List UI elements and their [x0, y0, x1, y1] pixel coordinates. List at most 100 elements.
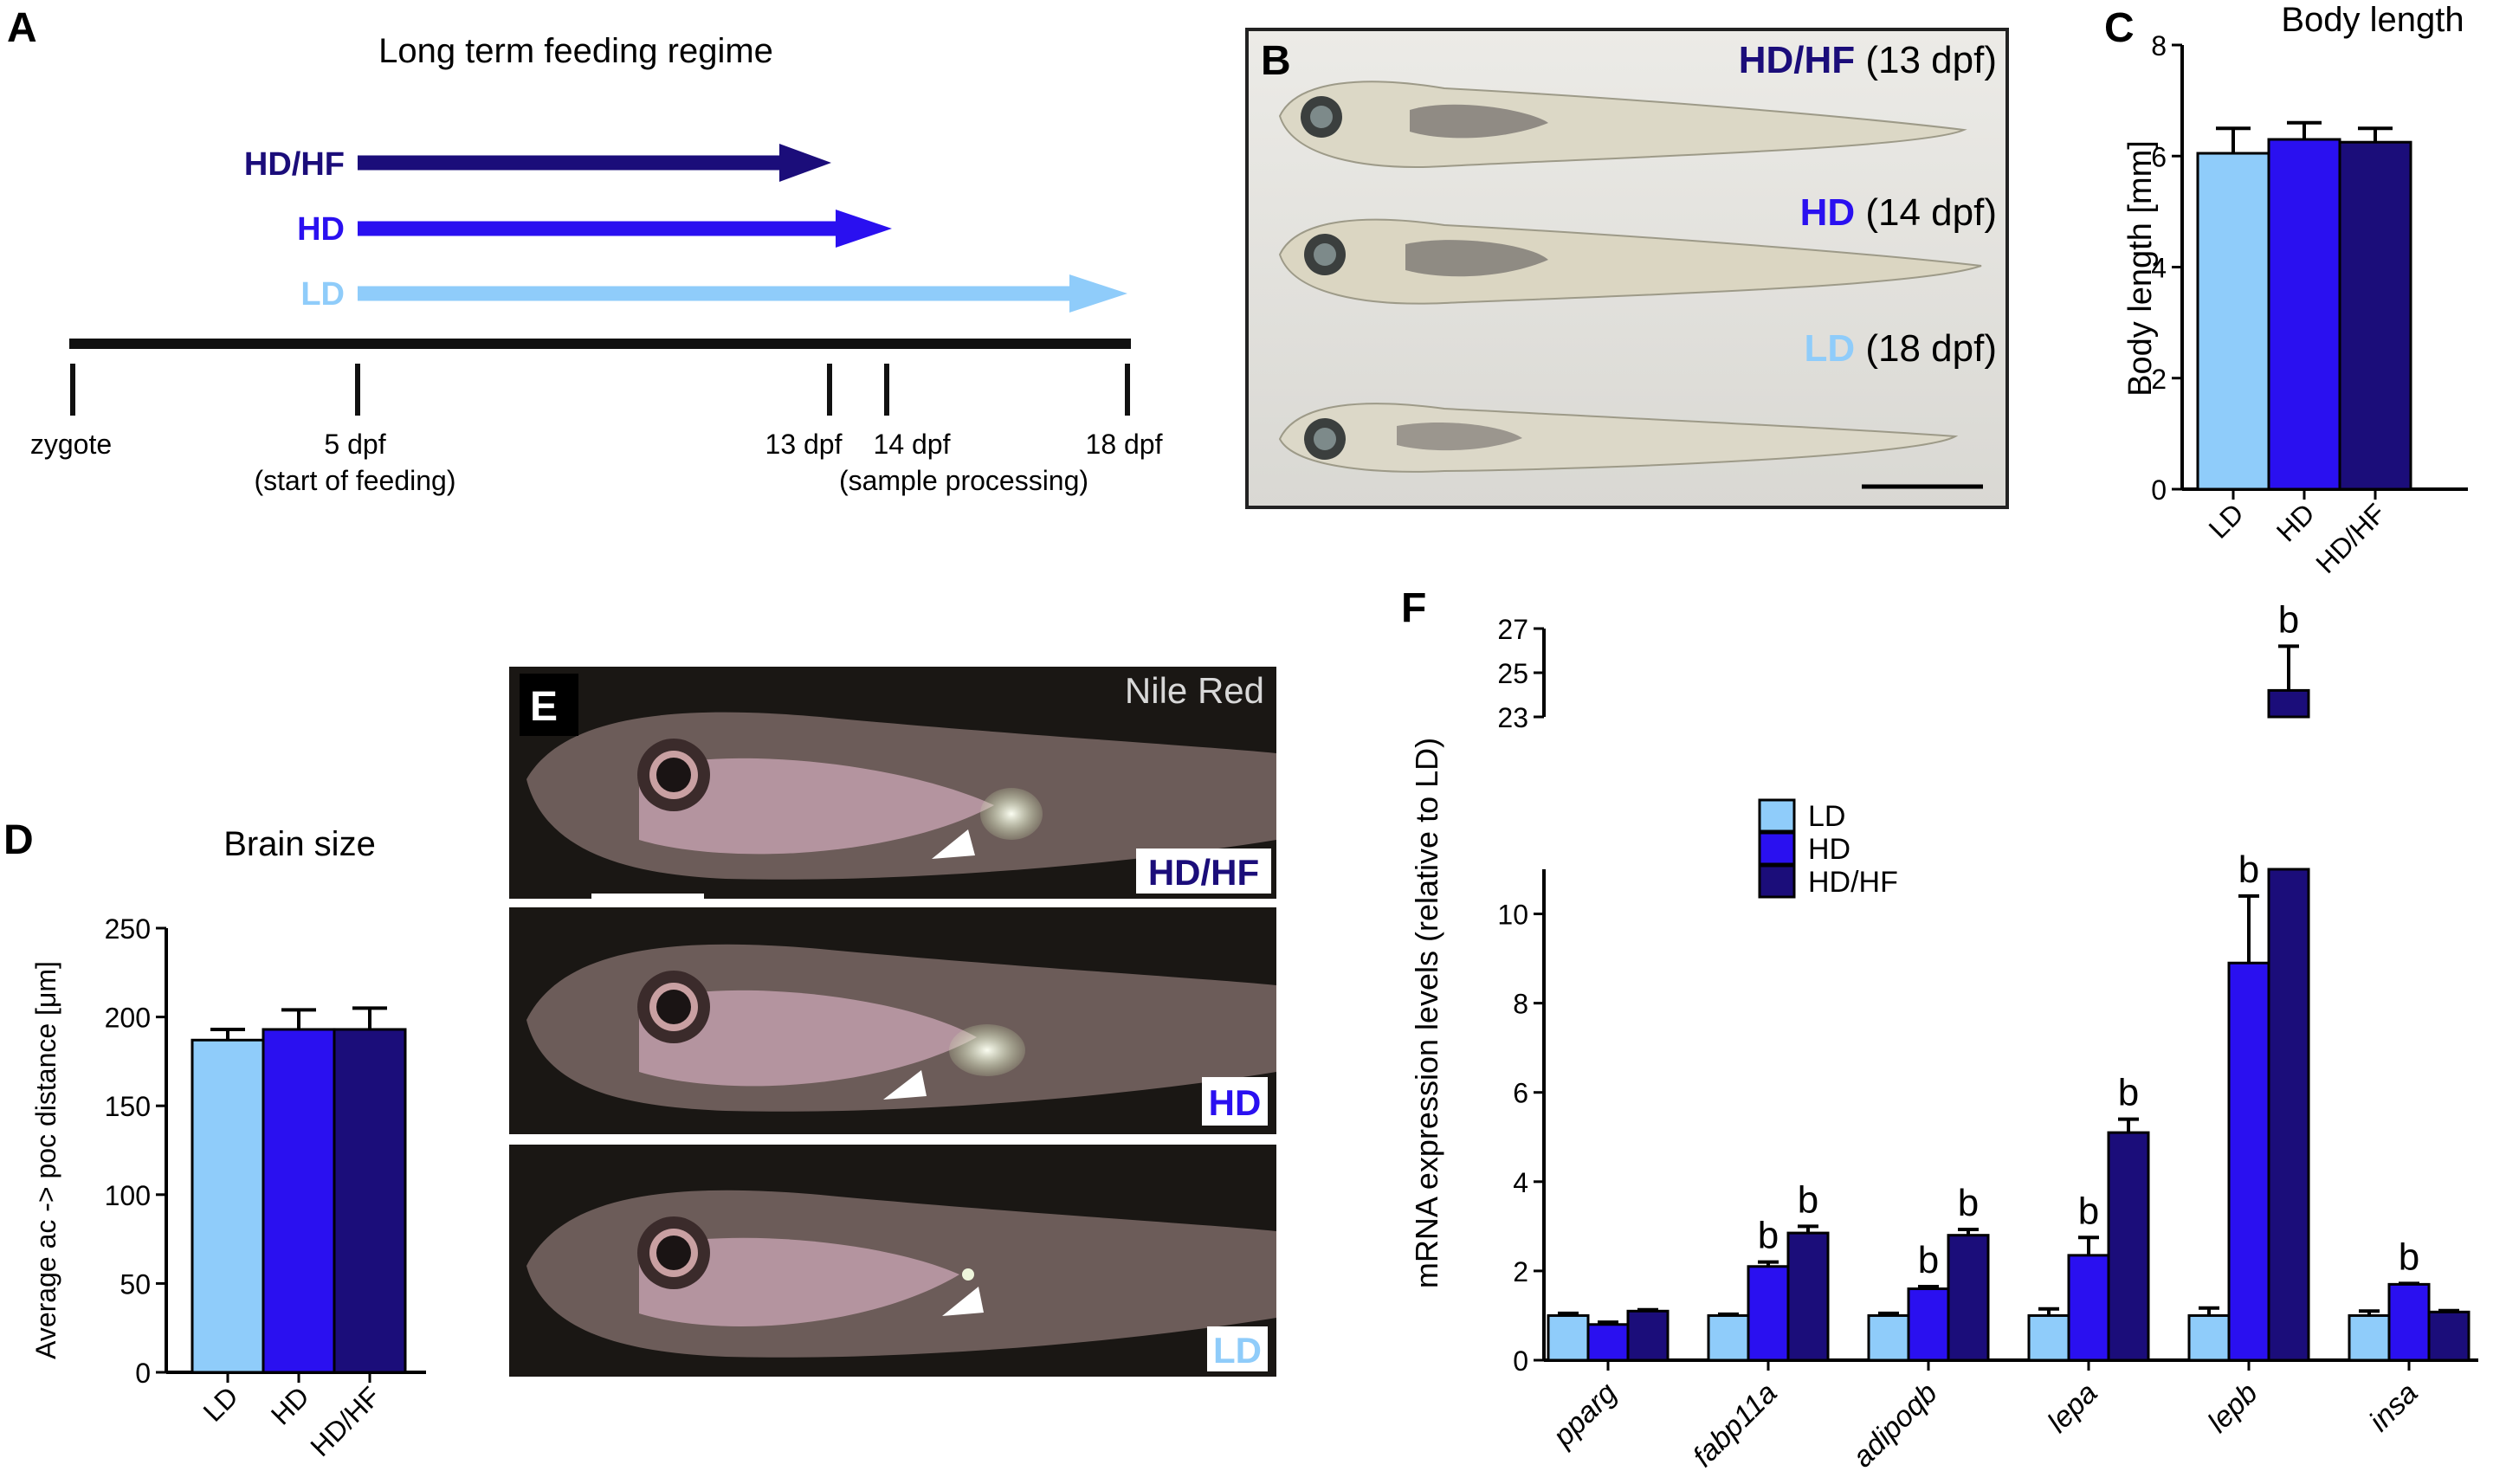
chart-d-ytick-label: 100: [105, 1180, 151, 1211]
arrow-label-hdhf: HD/HF: [244, 146, 345, 183]
arrowhead-hdhf: [932, 829, 975, 859]
label-e-hdhf: HD/HF: [1148, 852, 1259, 893]
chart-f-bar-lepa-hd: [2067, 1254, 2110, 1362]
chart-c-ytick-label: 0: [2151, 474, 2167, 506]
photo-e-scale-bar: [591, 894, 704, 899]
panel-a-title: Long term feeding regime: [378, 32, 773, 70]
chart-d-bar-ld: [191, 1038, 265, 1374]
chart-f-significance-mark: b: [2118, 1072, 2139, 1114]
chart-f-ylabel: mRNA expression levels (relative to LD): [1409, 738, 1444, 1288]
chart-f-bar-fabp11a-ld: [1707, 1313, 1750, 1362]
chart-f-legend-swatch: [1758, 831, 1796, 866]
chart-f-significance-mark: b: [2399, 1236, 2419, 1278]
chart-f-bar-lepb-ld: [2187, 1313, 2231, 1362]
label-5dpf: 5 dpf: [324, 429, 385, 460]
chart-d-ylabel: Average ac -> poc distance [μm]: [30, 961, 61, 1359]
photo-e-hdhf: E Nile Red HD/HF: [509, 667, 1276, 899]
chart-f-bar-lepb-hd: [2227, 961, 2270, 1362]
label-b-ld: LD (18 dpf): [1804, 327, 1997, 370]
chart-d-category-label: HD/HF: [304, 1380, 386, 1462]
chart-f-bar-pparg-ld: [1547, 1313, 1590, 1362]
chart-f-category-label: pparg: [1547, 1377, 1624, 1454]
chart-f-significance-mark: b: [2238, 848, 2259, 891]
chart-f-category-label: adipoqb: [1846, 1377, 1943, 1474]
chart-f-ytick-label: 27: [1497, 614, 1528, 645]
chart-f-bar-fabp11a-hd: [1747, 1265, 1790, 1362]
arrowhead-hd: [883, 1070, 927, 1100]
chart-f-significance-mark: b: [1798, 1178, 1818, 1221]
chart-f-significance-mark: b: [2078, 1190, 2099, 1232]
panel-d-letter: D: [3, 817, 34, 863]
panel-e-photos: E Nile Red HD/HF HD LD: [509, 667, 1276, 1377]
label-start-feeding: (start of feeding): [255, 465, 456, 496]
panel-c-letter: C: [2104, 5, 2135, 51]
chart-f-significance-mark: b: [1958, 1182, 1979, 1224]
chart-f-category-label: fabp11a: [1687, 1377, 1784, 1474]
chart-c-bar-hd: [2267, 138, 2341, 491]
chart-d-ytick-label: 200: [105, 1003, 151, 1034]
chart-f-bar-insa-hdhf: [2427, 1310, 2470, 1362]
chart-f-legend-label: LD: [1808, 800, 1845, 833]
chart-c-ytick-label: 4: [2151, 253, 2167, 284]
chart-f-legend-label: HD: [1808, 833, 1850, 866]
chart-f-ytick-label: 23: [1497, 702, 1528, 733]
chart-f-ytick-label: 10: [1497, 900, 1528, 931]
label-18dpf: 18 dpf: [1086, 429, 1163, 460]
chart-f-bar-pparg-hdhf: [1626, 1309, 1670, 1362]
label-e-ld: LD: [1213, 1330, 1262, 1371]
chart-f-bar-adipoqb-hd: [1907, 1287, 1950, 1362]
chart-c-bar-hdhf: [2338, 140, 2412, 491]
chart-d-title: Brain size: [223, 825, 376, 863]
chart-f-category-label: lepb: [2201, 1377, 2264, 1439]
chart-d-category-label: HD: [265, 1380, 315, 1430]
chart-f-bar-pparg-hd: [1586, 1323, 1630, 1362]
chart-f-ytick-label: 25: [1497, 658, 1528, 689]
arrowhead-ld: [942, 1287, 984, 1316]
chart-c-title: Body length: [2281, 1, 2464, 39]
chart-f-bar-adipoqb-ld: [1867, 1313, 1910, 1362]
chart-c-ytick-label: 8: [2151, 30, 2167, 61]
chart-f-ytick-label: 2: [1513, 1256, 1528, 1287]
chart-c-ylabel: Body length [mm]: [2122, 140, 2159, 397]
chart-c-category-label: HD: [2270, 497, 2321, 547]
arrow-label-hd: HD: [297, 211, 345, 248]
chart-f-ytick-label: 6: [1513, 1078, 1528, 1109]
larva-hdhf: [1278, 81, 1967, 168]
chart-body-length: C Body length Body length [mm] 0 2 4 6 8 LD HD…: [2104, 1, 2468, 579]
chart-f-bar-lepb-hdhf: [2267, 868, 2310, 1362]
larva-ld: [1278, 403, 1959, 473]
chart-d-ytick-label: 0: [135, 1358, 151, 1389]
chart-d-ytick-label: 250: [105, 913, 151, 945]
chart-f-significance-mark: b: [1758, 1215, 1779, 1257]
chart-f-category-label: lepa: [2041, 1377, 2103, 1439]
label-13dpf: 13 dpf: [765, 429, 843, 460]
chart-f-bar-insa-hd: [2387, 1282, 2431, 1362]
photo-e-letter-box: [520, 674, 578, 736]
chart-c-category-label: HD/HF: [2309, 497, 2392, 579]
chart-d-bar-hd: [262, 1028, 336, 1374]
chart-f-legend-label: HD/HF: [1808, 866, 1898, 899]
chart-f-bar-lepa-hdhf: [2107, 1131, 2150, 1362]
label-b-hdhf: HD/HF (13 dpf): [1739, 39, 1997, 81]
arrow-label-ld: LD: [300, 276, 345, 313]
chart-f-bar-lepa-ld: [2027, 1313, 2070, 1362]
chart-c-ytick-label: 6: [2151, 141, 2167, 172]
chart-c-bar-ld: [2196, 152, 2270, 491]
panel-b-letter: B: [1261, 38, 1291, 84]
chart-f-ytick-label: 0: [1513, 1345, 1528, 1377]
chart-f-bar-fabp11a-hdhf: [1786, 1231, 1830, 1362]
label-14dpf: 14 dpf: [874, 429, 951, 460]
chart-mrna-expression: F mRNA expression levels (relative to LD…: [1401, 585, 2478, 1474]
chart-f-bar-insa-ld: [2348, 1313, 2391, 1362]
larva-hd: [1278, 218, 1982, 305]
panel-e-letter: E: [530, 684, 558, 730]
arrow-hdhf-head: [779, 144, 831, 182]
label-zygote: zygote: [30, 429, 112, 460]
chart-c-category-label: LD: [2203, 497, 2250, 544]
chart-d-bar-hdhf: [333, 1028, 407, 1374]
photo-e-ld: LD: [509, 1145, 1276, 1377]
panel-b-photo: B HD/HF (13 dpf) HD (14 dpf) LD (18 dpf): [1245, 28, 2009, 509]
arrow-ld-head: [1069, 274, 1127, 313]
label-e-hd: HD: [1209, 1082, 1262, 1123]
panel-a-letter: A: [7, 5, 37, 51]
